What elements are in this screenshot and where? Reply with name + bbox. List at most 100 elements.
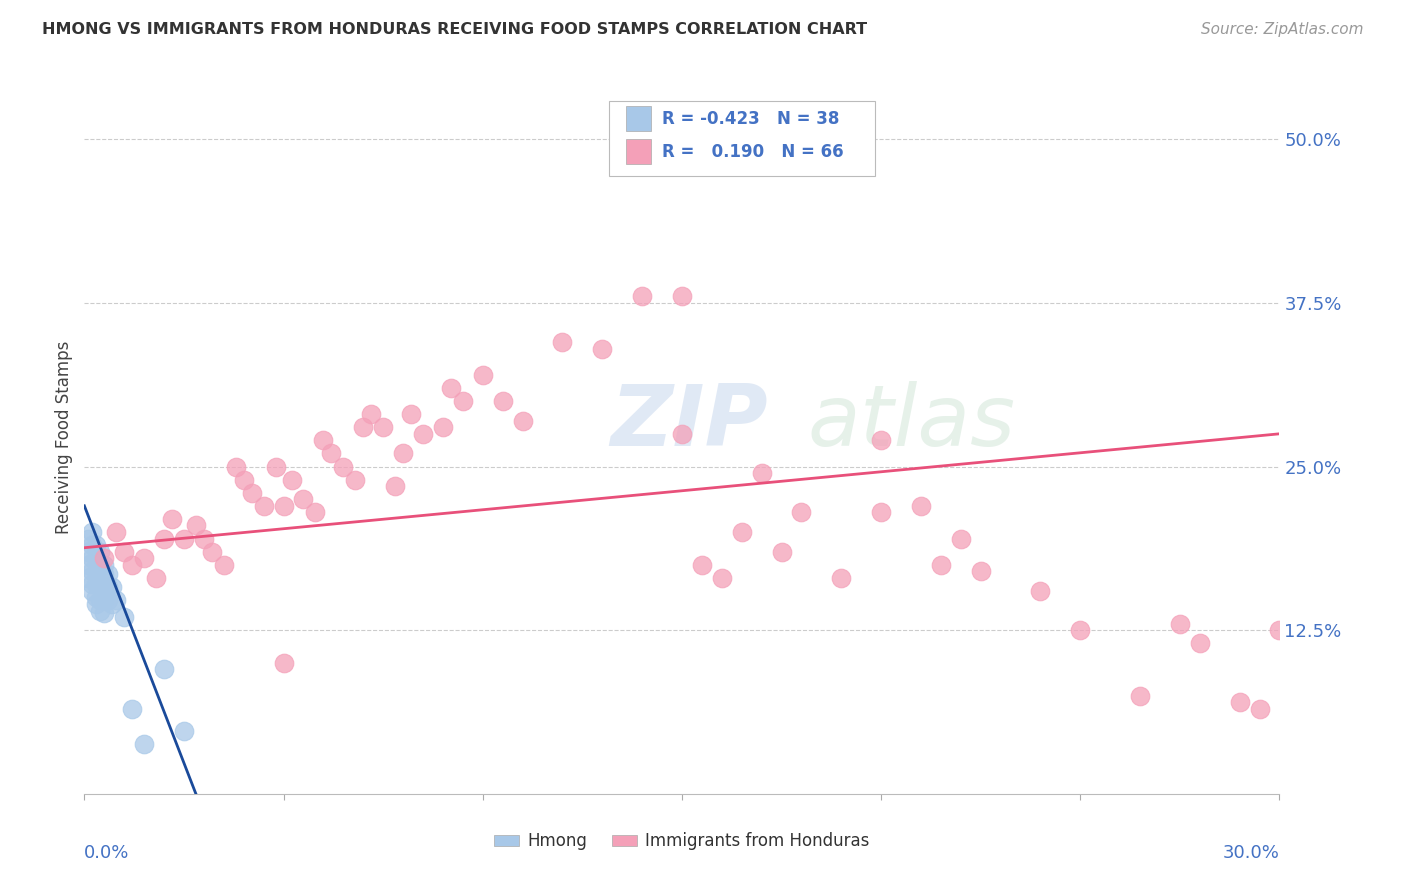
- Point: [790, 505, 813, 519]
- Point: [101, 597, 124, 611]
- Point: [671, 426, 693, 441]
- Point: [132, 737, 156, 751]
- Point: [93, 606, 115, 620]
- Point: [280, 473, 302, 487]
- Point: [1129, 689, 1152, 703]
- Point: [392, 446, 415, 460]
- Point: [89, 593, 111, 607]
- Point: [201, 544, 224, 558]
- Point: [312, 434, 335, 448]
- Point: [82, 551, 104, 566]
- Text: atlas: atlas: [807, 381, 1015, 465]
- Point: [232, 473, 254, 487]
- Point: [193, 532, 215, 546]
- Point: [1249, 702, 1271, 716]
- Point: [105, 524, 128, 539]
- Point: [384, 479, 406, 493]
- Point: [949, 532, 972, 546]
- Text: R = -0.423   N = 38: R = -0.423 N = 38: [662, 110, 839, 128]
- Point: [82, 564, 104, 578]
- Point: [1188, 636, 1211, 650]
- Point: [751, 466, 773, 480]
- Point: [97, 593, 120, 607]
- Point: [910, 499, 932, 513]
- Point: [77, 532, 100, 546]
- Point: [121, 558, 143, 572]
- Point: [292, 492, 315, 507]
- Point: [82, 524, 104, 539]
- Point: [970, 564, 993, 578]
- Point: [551, 335, 574, 350]
- Point: [631, 289, 654, 303]
- Point: [273, 499, 295, 513]
- Point: [770, 544, 793, 558]
- Point: [412, 426, 434, 441]
- Point: [212, 558, 235, 572]
- Point: [352, 420, 374, 434]
- Point: [870, 434, 893, 448]
- Point: [86, 591, 108, 605]
- Point: [101, 580, 124, 594]
- Point: [1229, 695, 1251, 709]
- Point: [432, 420, 454, 434]
- Point: [451, 394, 474, 409]
- Point: [591, 342, 613, 356]
- Point: [830, 571, 852, 585]
- Point: [112, 544, 135, 558]
- Point: [253, 499, 276, 513]
- Point: [112, 610, 135, 624]
- Point: [710, 571, 733, 585]
- Point: [77, 571, 100, 585]
- Point: [93, 558, 115, 572]
- Point: [93, 580, 115, 594]
- Point: [86, 597, 108, 611]
- Point: [1029, 583, 1052, 598]
- Legend: Hmong, Immigrants from Honduras: Hmong, Immigrants from Honduras: [488, 826, 876, 857]
- Point: [93, 551, 115, 566]
- Point: [731, 524, 754, 539]
- Point: [86, 538, 108, 552]
- Point: [321, 446, 343, 460]
- Point: [132, 551, 156, 566]
- Point: [184, 518, 207, 533]
- Point: [86, 564, 108, 578]
- Point: [225, 459, 247, 474]
- Point: [121, 702, 143, 716]
- Point: [492, 394, 515, 409]
- Point: [1168, 616, 1191, 631]
- Point: [89, 603, 111, 617]
- Text: R =   0.190   N = 66: R = 0.190 N = 66: [662, 143, 844, 161]
- Point: [512, 414, 534, 428]
- Point: [471, 368, 494, 382]
- Point: [671, 289, 693, 303]
- Point: [332, 459, 354, 474]
- Point: [440, 381, 463, 395]
- Text: Source: ZipAtlas.com: Source: ZipAtlas.com: [1201, 22, 1364, 37]
- Point: [273, 656, 295, 670]
- Point: [145, 571, 167, 585]
- Point: [77, 544, 100, 558]
- Text: 30.0%: 30.0%: [1223, 844, 1279, 862]
- Point: [240, 485, 263, 500]
- Point: [304, 505, 326, 519]
- Text: 0.0%: 0.0%: [84, 844, 129, 862]
- Point: [153, 532, 176, 546]
- Point: [86, 577, 108, 591]
- Point: [97, 566, 120, 581]
- Point: [929, 558, 952, 572]
- Point: [173, 724, 195, 739]
- Point: [264, 459, 287, 474]
- Point: [870, 505, 893, 519]
- Point: [89, 544, 111, 558]
- Y-axis label: Receiving Food Stamps: Receiving Food Stamps: [55, 341, 73, 533]
- Point: [173, 532, 195, 546]
- Point: [82, 583, 104, 598]
- Point: [77, 558, 100, 572]
- Point: [360, 407, 382, 421]
- Point: [89, 571, 111, 585]
- Point: [105, 593, 128, 607]
- Point: [373, 420, 395, 434]
- Point: [1268, 624, 1291, 638]
- Point: [160, 512, 183, 526]
- Point: [1069, 624, 1091, 638]
